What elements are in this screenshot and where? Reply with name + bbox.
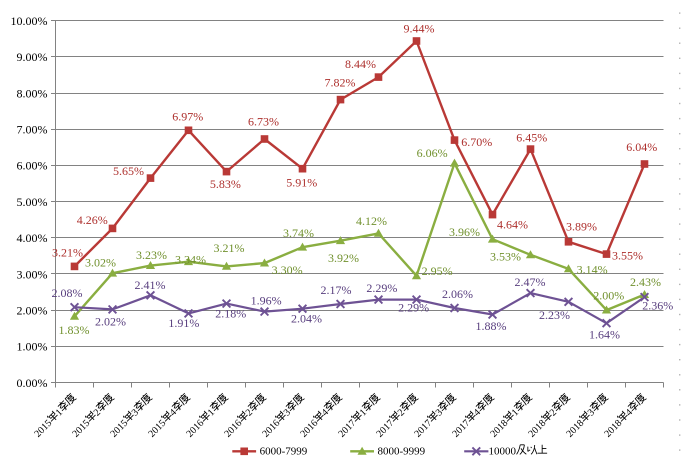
svg-text:2: 2 bbox=[396, 407, 407, 418]
svg-text:1.88%: 1.88% bbox=[476, 319, 507, 333]
svg-text:4.12%: 4.12% bbox=[356, 214, 387, 228]
svg-text:3.34%: 3.34% bbox=[175, 252, 206, 266]
svg-text:2.29%: 2.29% bbox=[398, 301, 429, 315]
svg-text:3.23%: 3.23% bbox=[136, 248, 167, 262]
svg-text:4.00%: 4.00% bbox=[17, 231, 48, 245]
svg-text:2.18%: 2.18% bbox=[215, 307, 246, 321]
svg-text:8.00%: 8.00% bbox=[17, 86, 48, 100]
svg-text:3: 3 bbox=[434, 407, 445, 418]
svg-text:3.14%: 3.14% bbox=[577, 263, 608, 277]
svg-text:8.44%: 8.44% bbox=[345, 57, 376, 71]
svg-text:3.96%: 3.96% bbox=[449, 225, 480, 239]
svg-text:2.06%: 2.06% bbox=[442, 287, 473, 301]
svg-text:4: 4 bbox=[320, 407, 331, 418]
svg-text:3.89%: 3.89% bbox=[566, 220, 597, 234]
svg-text:3.02%: 3.02% bbox=[85, 255, 116, 269]
svg-text:1: 1 bbox=[510, 407, 521, 418]
svg-text:1.00%: 1.00% bbox=[17, 340, 48, 354]
svg-text:6.00%: 6.00% bbox=[17, 159, 48, 173]
svg-text:3.55%: 3.55% bbox=[612, 249, 643, 263]
svg-text:2.00%: 2.00% bbox=[17, 303, 48, 317]
svg-text:10.00%: 10.00% bbox=[11, 14, 48, 28]
svg-text:9.44%: 9.44% bbox=[404, 22, 435, 36]
svg-text:3.21%: 3.21% bbox=[214, 241, 245, 255]
svg-text:2.04%: 2.04% bbox=[291, 312, 322, 326]
svg-text:2.17%: 2.17% bbox=[321, 283, 352, 297]
svg-text:2.95%: 2.95% bbox=[422, 264, 453, 278]
svg-text:1: 1 bbox=[358, 407, 369, 418]
svg-text:6000-7999: 6000-7999 bbox=[260, 446, 308, 458]
svg-text:7.82%: 7.82% bbox=[325, 76, 356, 90]
svg-text:6.97%: 6.97% bbox=[172, 110, 203, 124]
svg-text:8000-9999: 8000-9999 bbox=[378, 446, 426, 458]
svg-text:6.45%: 6.45% bbox=[516, 130, 547, 144]
svg-text:2.41%: 2.41% bbox=[135, 278, 166, 292]
svg-text:1.96%: 1.96% bbox=[251, 294, 282, 308]
svg-text:2.00%: 2.00% bbox=[593, 289, 624, 303]
svg-text:1.64%: 1.64% bbox=[589, 327, 620, 341]
svg-text:2.47%: 2.47% bbox=[515, 275, 546, 289]
svg-text:3.74%: 3.74% bbox=[283, 226, 314, 240]
svg-text:3.53%: 3.53% bbox=[490, 250, 521, 264]
svg-text:6.04%: 6.04% bbox=[626, 140, 657, 154]
svg-text:6.70%: 6.70% bbox=[461, 135, 492, 149]
svg-text:7.00%: 7.00% bbox=[17, 123, 48, 137]
svg-text:3.92%: 3.92% bbox=[328, 251, 359, 265]
svg-text:5.00%: 5.00% bbox=[17, 195, 48, 209]
svg-text:3.00%: 3.00% bbox=[17, 267, 48, 281]
svg-text:2.36%: 2.36% bbox=[642, 298, 673, 312]
svg-text:6.73%: 6.73% bbox=[248, 114, 279, 128]
svg-text:2.29%: 2.29% bbox=[366, 281, 397, 295]
svg-text:2: 2 bbox=[92, 407, 103, 418]
svg-text:1: 1 bbox=[54, 407, 65, 418]
svg-text:4.26%: 4.26% bbox=[77, 213, 108, 227]
svg-text:2.02%: 2.02% bbox=[95, 314, 126, 328]
svg-text:2: 2 bbox=[548, 407, 559, 418]
svg-text:3.30%: 3.30% bbox=[272, 263, 303, 277]
svg-text:4: 4 bbox=[472, 407, 483, 418]
svg-text:3.21%: 3.21% bbox=[52, 246, 83, 260]
svg-text:0.00%: 0.00% bbox=[17, 376, 48, 390]
svg-text:2.43%: 2.43% bbox=[630, 275, 661, 289]
svg-text:10000: 10000 bbox=[489, 446, 517, 458]
svg-text:2.08%: 2.08% bbox=[52, 286, 83, 300]
svg-text:5.65%: 5.65% bbox=[113, 164, 144, 178]
svg-text:6.06%: 6.06% bbox=[417, 146, 448, 160]
svg-text:9.00%: 9.00% bbox=[17, 50, 48, 64]
svg-text:4: 4 bbox=[624, 407, 635, 418]
svg-text:5.91%: 5.91% bbox=[286, 176, 317, 190]
svg-text:3: 3 bbox=[282, 407, 293, 418]
svg-text:2: 2 bbox=[244, 407, 255, 418]
svg-text:4: 4 bbox=[168, 407, 179, 418]
svg-text:3: 3 bbox=[586, 407, 597, 418]
svg-text:5.83%: 5.83% bbox=[210, 177, 241, 191]
svg-text:1.83%: 1.83% bbox=[59, 323, 90, 337]
svg-text:2.23%: 2.23% bbox=[539, 308, 570, 322]
svg-text:3: 3 bbox=[130, 407, 141, 418]
svg-text:1: 1 bbox=[206, 407, 217, 418]
svg-text:1.91%: 1.91% bbox=[168, 316, 199, 330]
svg-text:4.64%: 4.64% bbox=[497, 218, 528, 232]
